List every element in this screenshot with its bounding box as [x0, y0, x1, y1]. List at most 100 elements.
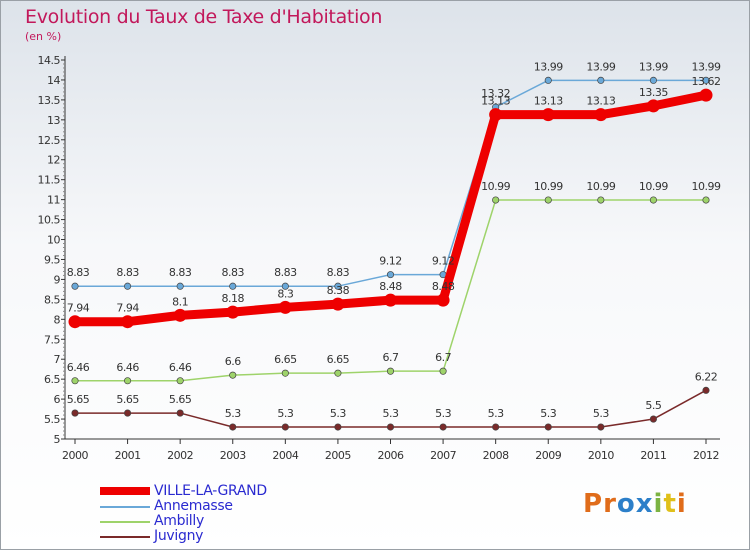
data-label: 5.3	[488, 407, 504, 420]
data-labels-layer: 7.94 7.94 8.1 8.18 8.3 8.38 8.48 8.48 13.13 13.13…	[67, 60, 722, 420]
data-point	[439, 423, 447, 431]
data-label: 10.99	[692, 180, 721, 193]
data-label: 8.83	[67, 266, 90, 279]
data-label: 6.65	[274, 353, 297, 366]
data-label: 8.48	[432, 280, 455, 293]
x-tick-label: 2009	[535, 449, 561, 462]
data-label: 8.38	[327, 284, 350, 297]
data-point	[278, 300, 292, 314]
data-point	[544, 423, 552, 431]
x-tick-label: 2003	[220, 449, 246, 462]
logo-letter: t	[663, 489, 677, 519]
logo-letter: P	[583, 489, 604, 519]
data-label: 5.3	[383, 407, 399, 420]
x-tick-label: 2008	[483, 449, 509, 462]
data-label: 7.94	[116, 302, 139, 315]
y-tick-label: 13	[47, 114, 60, 127]
data-label: 5.3	[593, 407, 609, 420]
data-label: 6.46	[67, 361, 90, 374]
legend-swatch	[100, 487, 150, 495]
data-point	[281, 369, 289, 377]
logo-letter: i	[676, 489, 687, 519]
data-point	[597, 76, 605, 84]
data-label: 8.83	[222, 266, 245, 279]
x-tick-label: 2001	[115, 449, 141, 462]
data-label: 5.3	[277, 407, 293, 420]
data-label: 13.99	[639, 60, 668, 73]
data-label: 6.65	[327, 353, 350, 366]
data-label: 13.62	[692, 75, 721, 88]
data-label: 13.13	[586, 95, 615, 108]
legend-swatch	[100, 521, 150, 523]
data-point	[124, 409, 132, 417]
data-label: 8.3	[277, 287, 293, 300]
data-point	[71, 282, 79, 290]
x-tick-label: 2000	[62, 449, 88, 462]
series-layer	[68, 76, 713, 431]
x-tick-label: 2007	[430, 449, 456, 462]
data-point	[124, 377, 132, 385]
data-point	[702, 76, 710, 84]
data-point	[71, 409, 79, 417]
data-label: 8.1	[172, 295, 188, 308]
data-label: 9.12	[432, 255, 455, 268]
y-tick-label: 10	[47, 234, 60, 247]
data-label: 13.99	[692, 60, 721, 73]
data-point	[649, 76, 657, 84]
logo-letter: r	[603, 489, 617, 519]
data-point	[124, 282, 132, 290]
data-point	[541, 108, 555, 122]
data-point	[331, 297, 345, 311]
unit-label: (en %)	[25, 30, 62, 43]
data-label: 13.99	[586, 60, 615, 73]
legend-item: Ambilly	[100, 513, 320, 529]
data-label: 13.32	[481, 87, 510, 100]
data-point	[702, 386, 710, 394]
data-label: 5.3	[435, 407, 451, 420]
logo-letter: i	[653, 489, 664, 519]
data-label: 9.12	[379, 255, 402, 268]
y-tick-label: 13.5	[38, 94, 61, 107]
y-tick-label: 8	[54, 313, 61, 326]
data-point	[176, 377, 184, 385]
x-tick-label: 2005	[325, 449, 351, 462]
data-point	[226, 305, 240, 319]
data-label: 5.65	[67, 393, 90, 406]
chart-title: Evolution du Taux de Taxe d'Habitation	[25, 6, 383, 28]
x-tick-label: 2010	[588, 449, 614, 462]
data-point	[334, 369, 342, 377]
data-point	[597, 423, 605, 431]
y-tick-label: 9.5	[44, 253, 60, 266]
proxiti-logo: Proxiti	[583, 489, 687, 519]
y-tick-label: 7	[54, 353, 61, 366]
data-point	[68, 315, 82, 329]
data-point	[176, 409, 184, 417]
data-point	[544, 76, 552, 84]
data-label: 7.94	[67, 302, 90, 315]
y-tick-label: 6	[54, 393, 61, 406]
data-point	[386, 367, 395, 375]
y-tick-label: 6.5	[44, 373, 60, 386]
x-tick-label: 2004	[272, 449, 298, 462]
data-point	[281, 423, 289, 431]
data-point	[281, 282, 289, 290]
data-point	[492, 196, 500, 204]
data-label: 10.99	[534, 180, 563, 193]
data-point	[594, 108, 608, 122]
data-point	[492, 423, 500, 431]
y-tick-label: 5.5	[44, 413, 60, 426]
x-tick-label: 2002	[167, 449, 193, 462]
data-point	[71, 377, 79, 385]
legend-swatch	[100, 506, 150, 508]
data-point	[699, 88, 713, 102]
x-tick-label: 2006	[378, 449, 404, 462]
data-label: 8.48	[379, 280, 402, 293]
data-label: 8.83	[169, 266, 192, 279]
y-tick-label: 10.5	[38, 214, 61, 227]
y-tick-label: 14	[47, 74, 60, 87]
legend-label: Annemasse	[154, 498, 233, 514]
data-label: 6.46	[169, 361, 192, 374]
data-label: 13.13	[534, 95, 563, 108]
